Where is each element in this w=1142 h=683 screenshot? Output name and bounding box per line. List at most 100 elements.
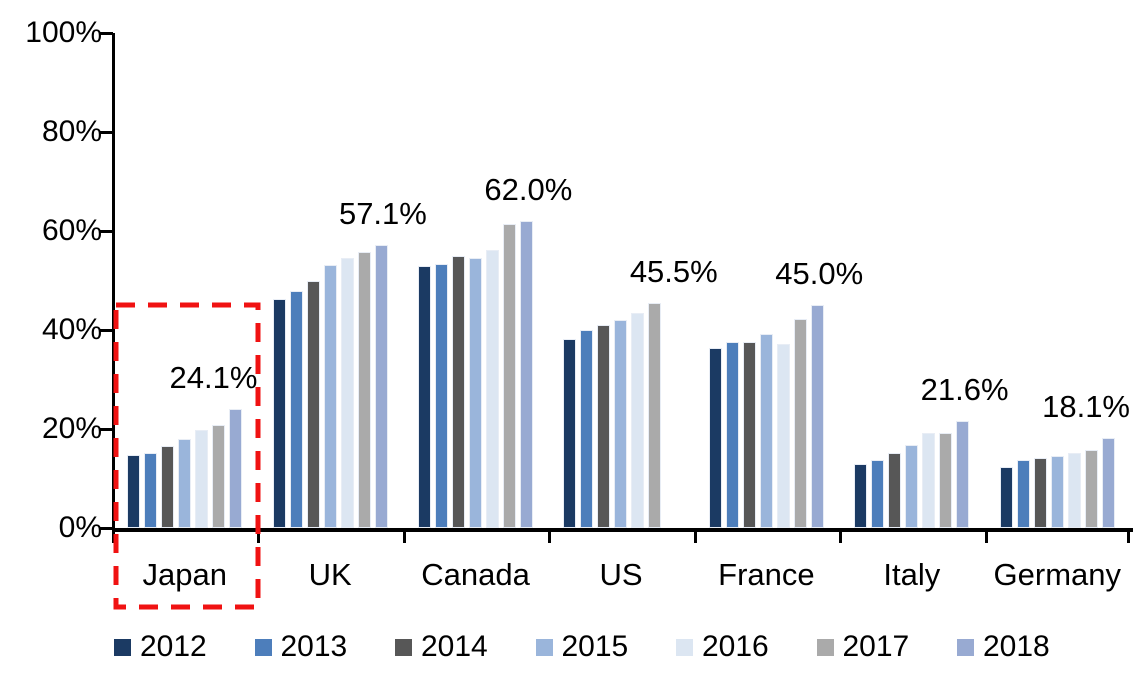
legend-swatch-2017 [816, 638, 834, 656]
x-tick-mark [839, 528, 843, 543]
bar-us-2013 [580, 330, 594, 528]
bar-us-2015 [614, 320, 628, 528]
legend-swatch-2012 [114, 638, 131, 656]
x-tick-mark [693, 528, 697, 543]
legend-label-2016: 2016 [702, 630, 769, 663]
value-callout-us: 45.5% [629, 253, 718, 289]
bar-france-2015 [759, 333, 773, 528]
bar-italy-2013 [871, 459, 885, 528]
bar-us-2017 [648, 302, 662, 528]
y-tick-label-40-: 40% [41, 313, 102, 346]
legend-item-2015: 2015 [535, 629, 629, 665]
legend-label-2012: 2012 [140, 630, 207, 663]
bar-japan-2017 [212, 424, 226, 528]
bar-canada-2015 [469, 257, 483, 528]
bar-canada-2012 [418, 266, 432, 528]
plot-area [112, 33, 1130, 528]
bar-japan-2014 [161, 446, 175, 528]
y-tick-mark [99, 428, 113, 431]
legend-swatch-2013 [254, 638, 272, 656]
bar-italy-2015 [905, 444, 919, 528]
bar-japan-2015 [178, 439, 192, 528]
legend-swatch-2015 [535, 638, 553, 656]
x-tick-mark [984, 528, 988, 543]
bar-uk-2014 [306, 281, 320, 528]
y-tick-mark [99, 329, 113, 332]
bar-france-2014 [742, 342, 756, 528]
legend-item-2014: 2014 [395, 629, 488, 665]
bar-germany-2012 [999, 466, 1013, 528]
y-tick-mark [99, 131, 113, 134]
legend-item-2018: 2018 [957, 629, 1050, 665]
bar-italy-2014 [888, 452, 902, 528]
bar-group-japan [112, 33, 257, 528]
y-tick-label-80-: 80% [41, 115, 102, 148]
value-callout-france: 45.0% [775, 256, 864, 292]
bar-germany-2014 [1033, 458, 1047, 528]
bar-us-2016 [631, 312, 645, 528]
bar-group-us [548, 33, 693, 528]
y-tick-label-0-: 0% [58, 511, 102, 544]
category-label-france: France [718, 557, 815, 592]
bar-germany-2016 [1067, 452, 1081, 528]
bar-italy-2017 [939, 432, 953, 528]
x-axis-line [112, 528, 1133, 532]
bar-group-canada [403, 33, 548, 528]
bar-group-germany [985, 33, 1130, 528]
bar-canada-2014 [452, 256, 466, 528]
bar-japan-2013 [144, 453, 158, 528]
legend-item-2013: 2013 [254, 629, 348, 665]
legend-label-2017: 2017 [842, 630, 910, 663]
bar-germany-2018 [1101, 438, 1115, 528]
y-tick-mark [99, 32, 113, 35]
bar-uk-2016 [340, 258, 354, 528]
bar-us-2014 [597, 325, 611, 528]
bar-japan-2012 [127, 454, 141, 528]
x-tick-mark [1127, 528, 1130, 543]
legend-item-2016: 2016 [676, 629, 769, 665]
bar-canada-2013 [435, 263, 449, 528]
y-tick-label-20-: 20% [41, 412, 102, 445]
y-tick-mark [99, 230, 113, 233]
bar-us-2012 [563, 339, 577, 528]
bar-japan-2018 [229, 408, 243, 528]
x-tick-mark [548, 528, 552, 543]
bar-group-italy [839, 33, 984, 528]
bar-france-2013 [725, 341, 739, 528]
value-callout-canada: 62.0% [484, 172, 573, 208]
bar-japan-2016 [195, 429, 209, 528]
legend-swatch-2016 [676, 638, 693, 656]
bar-germany-2013 [1016, 460, 1030, 528]
bar-group-france [694, 33, 839, 528]
bar-germany-2017 [1084, 450, 1098, 528]
legend-label-2013: 2013 [280, 630, 348, 663]
value-callout-italy: 21.6% [920, 372, 1009, 408]
bar-france-2018 [810, 305, 824, 528]
legend-item-2012: 2012 [114, 629, 207, 665]
category-label-uk: UK [308, 557, 352, 592]
category-label-canada: Canada [421, 557, 530, 592]
y-axis-line [112, 33, 115, 532]
bar-italy-2016 [922, 433, 936, 528]
category-label-japan: Japan [142, 557, 227, 592]
y-tick-mark [99, 527, 113, 530]
bar-france-2016 [776, 343, 790, 528]
legend-label-2015: 2015 [561, 630, 629, 663]
value-callout-japan: 24.1% [169, 359, 258, 395]
bar-france-2012 [708, 347, 722, 528]
x-tick-mark [257, 528, 261, 543]
legend-swatch-2018 [957, 638, 974, 656]
bar-italy-2012 [854, 463, 868, 528]
bar-italy-2018 [956, 421, 970, 528]
category-label-us: US [599, 557, 643, 592]
legend-label-2018: 2018 [983, 630, 1050, 663]
bar-uk-2013 [289, 291, 303, 528]
value-callout-uk: 57.1% [338, 196, 427, 232]
bar-germany-2015 [1050, 456, 1064, 528]
bar-uk-2015 [323, 264, 337, 528]
bar-uk-2018 [374, 245, 388, 528]
bar-group-uk [257, 33, 402, 528]
legend-swatch-2014 [395, 638, 412, 656]
legend-label-2014: 2014 [421, 630, 488, 663]
